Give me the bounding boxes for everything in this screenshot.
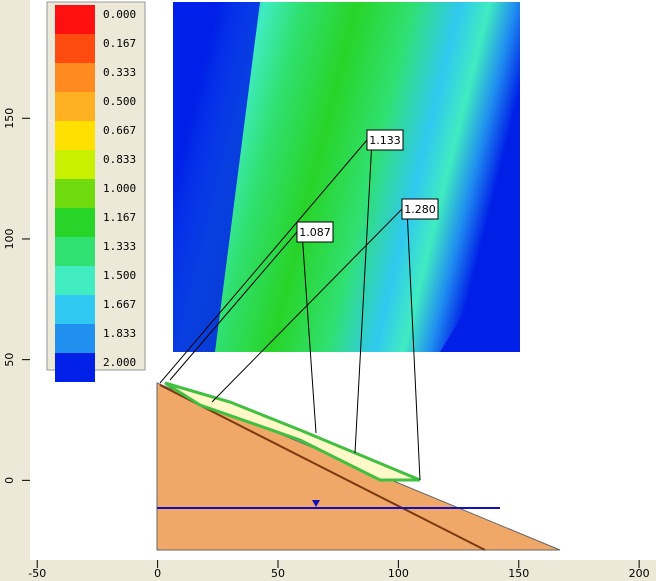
legend-swatch	[55, 34, 95, 63]
legend-label: 0.167	[103, 37, 136, 50]
legend-swatch	[55, 179, 95, 208]
legend-swatch	[55, 150, 95, 179]
legend-label: 0.000	[103, 8, 136, 21]
y-tick-label: 150	[3, 108, 16, 129]
legend-label: 0.833	[103, 153, 136, 166]
legend-swatch	[55, 237, 95, 266]
x-tick-label: 50	[271, 567, 285, 580]
legend-label: 1.333	[103, 240, 136, 253]
screen: -50 0 50 100 150 200 0 50 100 150 1.133 1.087 1.2…	[0, 0, 656, 581]
legend-label: 0.333	[103, 66, 136, 79]
x-tick-label: 100	[388, 567, 409, 580]
annotation: 1.280	[404, 203, 436, 216]
legend-swatch	[55, 353, 95, 382]
x-tick-label: -50	[28, 567, 46, 580]
legend-swatch	[55, 208, 95, 237]
x-tick-label: 0	[154, 567, 161, 580]
y-tick-label: 50	[3, 353, 16, 367]
legend-swatch	[55, 92, 95, 121]
legend-label: 1.167	[103, 211, 136, 224]
legend-swatch	[55, 295, 95, 324]
y-ruler	[0, 0, 30, 560]
annotation: 1.133	[369, 134, 401, 147]
legend-label: 1.000	[103, 182, 136, 195]
legend-label: 0.500	[103, 95, 136, 108]
x-tick-label: 200	[629, 567, 650, 580]
y-tick-label: 0	[3, 477, 16, 484]
legend-label: 2.000	[103, 356, 136, 369]
legend-swatch	[55, 324, 95, 353]
legend-label: 1.833	[103, 327, 136, 340]
annotation: 1.087	[299, 226, 331, 239]
legend-label: 1.667	[103, 298, 136, 311]
x-tick-label: 150	[508, 567, 529, 580]
x-ruler	[0, 560, 656, 581]
legend-label: 1.500	[103, 269, 136, 282]
legend-label: 0.667	[103, 124, 136, 137]
y-tick-label: 100	[3, 228, 16, 249]
legend-swatch	[55, 266, 95, 295]
legend-swatch	[55, 121, 95, 150]
legend-swatch	[55, 5, 95, 34]
legend-swatch	[55, 63, 95, 92]
